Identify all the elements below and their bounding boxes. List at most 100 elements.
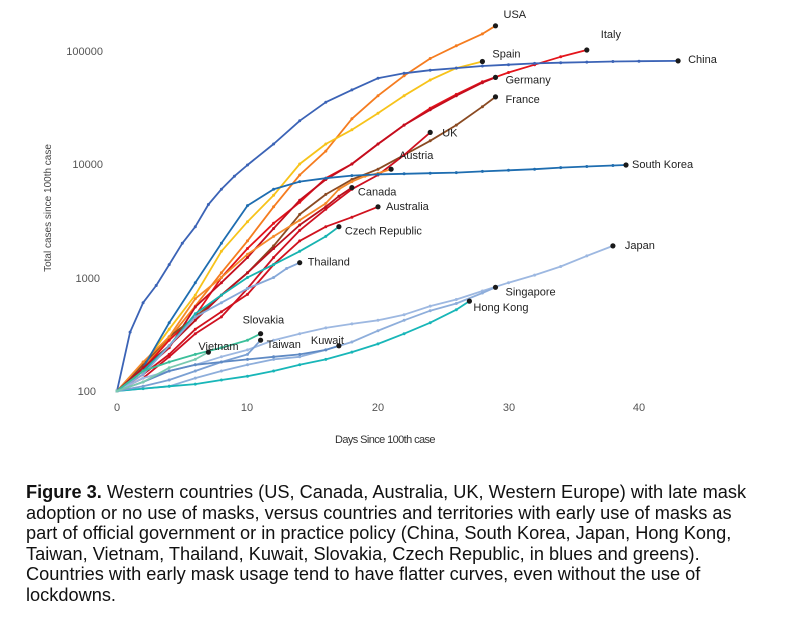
series-endpoint [623, 162, 629, 168]
series-label: Spain [492, 49, 520, 61]
data-point [298, 212, 302, 216]
data-point [402, 74, 406, 78]
y-tick-label: 100000 [66, 46, 103, 58]
y-axis-title: Total cases since 100th case [43, 144, 54, 272]
data-point [193, 352, 197, 356]
data-point [507, 168, 510, 172]
data-point [376, 318, 380, 322]
x-axis-title: Days Since 100th case [335, 434, 435, 446]
series-line [116, 25, 496, 392]
data-point [428, 321, 432, 325]
data-point [454, 308, 458, 312]
data-point [193, 225, 197, 229]
series-group [115, 94, 499, 393]
data-point [272, 357, 276, 361]
data-point [454, 171, 458, 175]
data-point [219, 378, 223, 382]
data-point [193, 327, 197, 331]
data-point [559, 61, 563, 65]
data-point [193, 357, 197, 361]
series-label: UK [442, 127, 458, 139]
data-point [193, 297, 197, 301]
data-point [585, 165, 589, 168]
data-point [272, 193, 276, 197]
data-point [193, 363, 197, 367]
data-point [454, 123, 458, 127]
data-point [232, 174, 236, 178]
data-point [246, 252, 249, 256]
series-endpoint [336, 224, 342, 230]
series-label: Thailand [308, 257, 350, 269]
series-label: China [688, 54, 718, 66]
x-tick-label: 40 [633, 402, 645, 414]
data-point [246, 163, 249, 167]
data-point [324, 201, 328, 205]
data-point [246, 220, 249, 224]
series-label-layer: USA Spain Italy China Germany France UK Austria… [198, 9, 717, 353]
data-point [246, 348, 249, 352]
data-point [454, 302, 458, 305]
data-point [350, 178, 354, 181]
series-endpoint [349, 185, 355, 191]
data-point [611, 60, 615, 63]
data-point [350, 174, 354, 178]
data-point [206, 203, 210, 206]
data-point [298, 119, 302, 123]
data-point [219, 241, 223, 245]
series-line [116, 96, 497, 392]
data-point [637, 59, 641, 63]
data-point [246, 357, 249, 361]
data-point [115, 389, 119, 393]
data-point [428, 78, 432, 82]
data-point [219, 310, 223, 314]
data-point [246, 239, 249, 243]
data-point [402, 153, 406, 157]
data-point [350, 128, 354, 132]
data-point [376, 111, 380, 115]
data-point [193, 312, 197, 316]
data-point [272, 276, 276, 279]
data-point [559, 265, 563, 268]
series-label: Kuwait [311, 335, 344, 347]
data-point [480, 169, 484, 173]
data-point [167, 263, 171, 267]
data-point [141, 376, 145, 380]
data-point [298, 162, 302, 166]
data-point [193, 382, 197, 386]
data-point [324, 192, 328, 196]
series-label: Vietnam [198, 341, 238, 353]
data-point [219, 276, 223, 279]
data-point [167, 335, 171, 339]
data-point [402, 318, 406, 322]
data-point [350, 322, 354, 326]
data-point [454, 44, 458, 48]
x-ticks: 0 10 20 30 40 [114, 402, 645, 414]
data-point [246, 287, 249, 290]
data-point [480, 64, 484, 68]
x-tick-label: 0 [114, 402, 120, 414]
data-point [480, 32, 484, 36]
data-point [193, 376, 197, 380]
data-point [454, 298, 458, 301]
series-endpoint [466, 298, 472, 304]
data-point [324, 357, 328, 361]
data-point [337, 187, 341, 191]
series-label: Germany [506, 74, 552, 86]
data-point [480, 81, 484, 85]
series-group [115, 166, 394, 393]
data-point [167, 366, 171, 370]
series-endpoint [258, 337, 264, 343]
data-point [298, 332, 302, 336]
data-point [193, 305, 197, 309]
data-point [272, 187, 276, 191]
data-point [298, 228, 302, 232]
data-point [376, 172, 380, 176]
series-endpoint [492, 74, 499, 80]
series-label: Australia [386, 201, 430, 213]
data-point [272, 205, 276, 209]
data-point [219, 281, 223, 285]
data-point [507, 71, 510, 74]
series-group [115, 243, 616, 393]
data-point [167, 360, 171, 364]
series-endpoint [610, 243, 616, 249]
